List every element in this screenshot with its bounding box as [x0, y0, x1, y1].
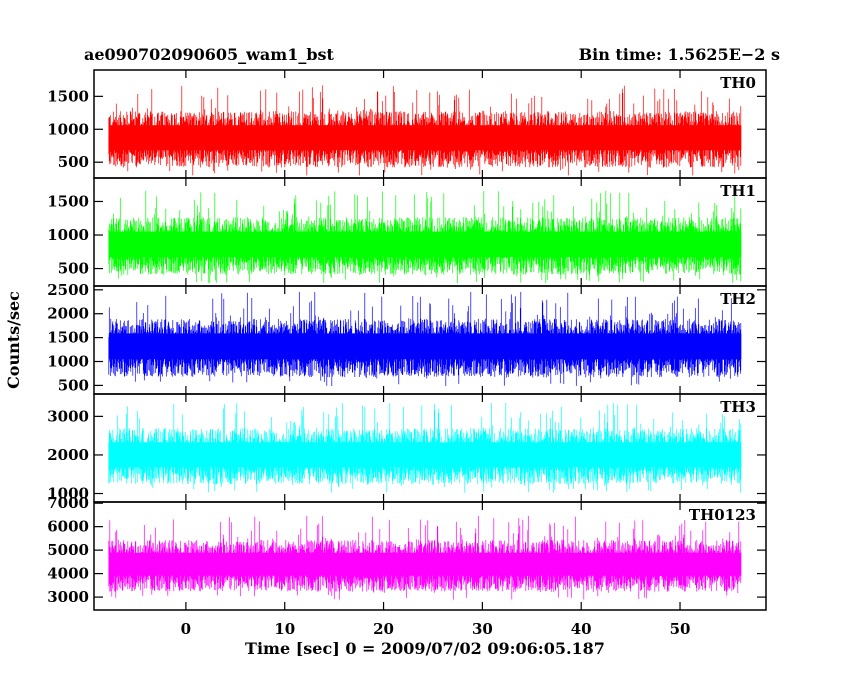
y-tick-label: 1000 [47, 226, 89, 244]
series-core-th2 [108, 333, 742, 360]
x-axis-label: Time [sec] 0 = 2009/07/02 09:06:05.187 [245, 639, 605, 658]
y-tick-label: 2000 [47, 446, 89, 464]
y-tick-label: 1500 [47, 192, 89, 210]
chart-title: ae090702090605_wam1_bst [84, 45, 335, 64]
y-tick-label: 500 [58, 376, 89, 394]
y-tick-label: 500 [58, 153, 89, 171]
y-tick-label: 2500 [47, 281, 89, 299]
y-tick-label: 7000 [47, 494, 89, 512]
y-axis-label: Counts/sec [4, 291, 23, 389]
x-tick-label: 0 [181, 620, 191, 638]
y-tick-label: 6000 [47, 518, 89, 536]
x-tick-label: 40 [571, 620, 592, 638]
y-tick-label: 1000 [47, 353, 89, 371]
y-tick-label: 1000 [47, 485, 89, 503]
y-tick-label: 5000 [47, 541, 89, 559]
y-tick-label: 2000 [47, 305, 89, 323]
panel-label-th3: TH3 [720, 398, 756, 416]
panel-label-th1: TH1 [720, 182, 756, 200]
series-core-th3 [108, 442, 742, 468]
y-tick-label: 1500 [47, 87, 89, 105]
panel-frame [93, 501, 767, 611]
bin-time-label: Bin time: 1.5625E−2 s [579, 45, 780, 64]
series-core-th0 [108, 125, 742, 151]
y-tick-label: 500 [58, 260, 89, 278]
series-core-th1 [108, 231, 742, 258]
y-tick-label: 3000 [47, 588, 89, 606]
y-tick-label: 4000 [47, 565, 89, 583]
x-tick-label: 20 [373, 620, 394, 638]
x-tick-label: 50 [670, 620, 691, 638]
panel-label-th0: TH0 [720, 74, 756, 92]
panel-label-th0123: TH0123 [689, 506, 756, 524]
panel-label-th2: TH2 [720, 290, 756, 308]
x-tick-label: 30 [472, 620, 493, 638]
x-tick-label: 10 [274, 620, 295, 638]
series-core-th0123 [108, 552, 742, 576]
y-tick-label: 1000 [47, 120, 89, 138]
y-tick-label: 3000 [47, 407, 89, 425]
y-tick-label: 1500 [47, 329, 89, 347]
